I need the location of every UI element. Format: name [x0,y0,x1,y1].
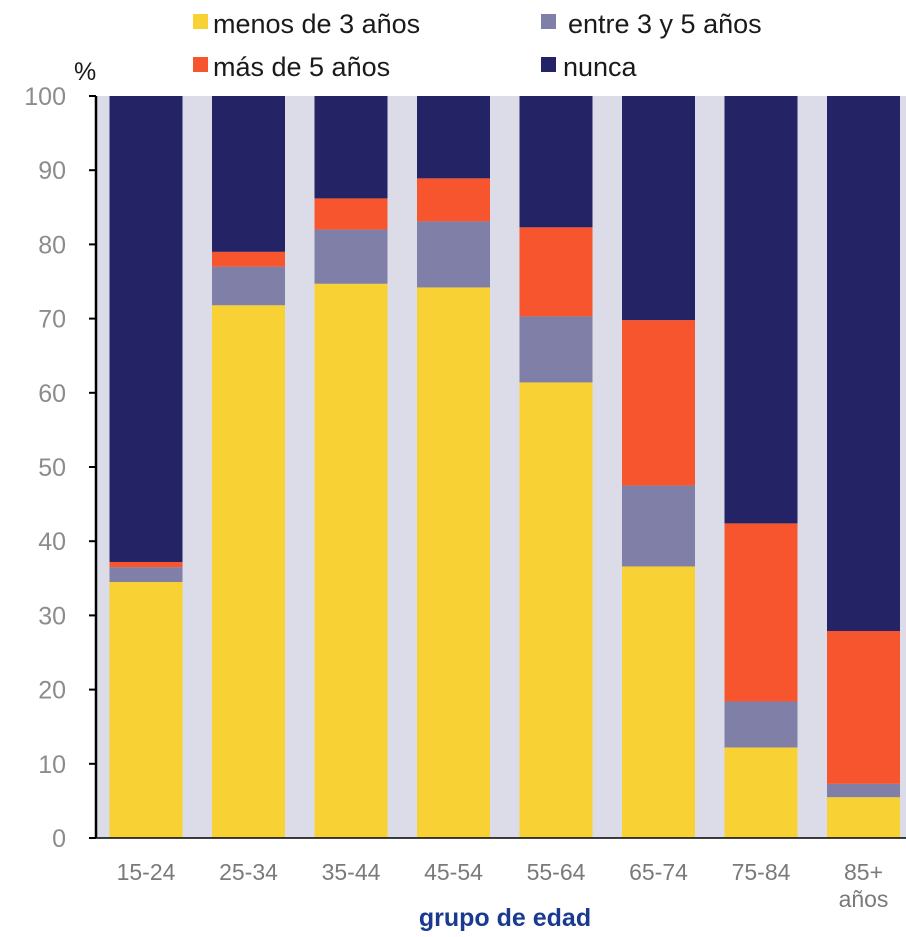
bar-segment-8-series-3 [827,630,900,784]
y-tick-label: 100 [24,83,66,111]
bar-segment-8-series-1 [827,797,900,838]
bar-segment-1-series-1 [109,582,183,838]
x-tick-label: 65-74 [629,859,688,885]
y-tick-label: 60 [38,380,66,408]
legend-swatch [541,14,556,29]
x-tick-label: 25-34 [219,859,278,885]
x-tick-labels: 15-24 25-34 35-44 45-54 55-64 65-74 75-84 85+ añ… [117,859,889,912]
x-axis-title: grupo de edad [419,904,591,932]
y-tick-labels: 0 10 20 30 40 50 60 70 80 90 100 [24,83,66,853]
bar-segment-3-series-4 [314,96,388,199]
legend: menos de 3 años entre 3 y 5 años más de 5 … [193,9,762,82]
y-axis-unit-label: % [74,58,96,86]
bar-segment-6-series-4 [622,96,695,321]
bar-segment-4-series-1 [417,287,490,838]
x-tick-label: 35-44 [322,859,381,885]
x-tick-label: 75-84 [732,859,791,885]
bar-segment-8-series-4 [827,96,900,631]
y-tick-label: 20 [38,677,66,705]
bar-segment-1-series-2 [109,567,183,583]
bar-segment-7-series-1 [724,747,798,838]
bar-segment-2-series-2 [212,266,285,306]
bar-segment-6-series-3 [622,320,695,486]
bar-segment-2-series-4 [212,96,285,252]
bar-segment-6-series-1 [622,566,695,838]
bars [109,96,900,839]
x-tick-label: 15-24 [117,859,176,885]
y-tick-label: 30 [38,602,66,630]
bar-segment-5-series-3 [519,227,593,317]
y-tick-label: 0 [52,825,66,853]
y-tick-label: 80 [38,231,66,259]
bar-segment-3-series-2 [314,229,388,284]
bar-segment-5-series-2 [519,316,593,383]
bar-segment-1-series-3 [109,561,183,568]
legend-label: entre 3 y 5 años [568,9,762,39]
legend-swatch [193,14,208,29]
x-tick-label: 45-54 [424,859,483,885]
bar-segment-3-series-1 [314,283,388,839]
bar-segment-2-series-1 [212,305,285,838]
axes [89,95,906,839]
bar-segment-7-series-2 [724,701,798,748]
bar-segment-2-series-3 [212,251,285,267]
x-tick-label: 55-64 [527,859,586,885]
bar-segment-3-series-3 [314,198,388,230]
y-tick-label: 10 [38,751,66,779]
bar-segment-7-series-3 [724,523,798,702]
legend-label: menos de 3 años [213,9,420,39]
bar-segment-5-series-4 [519,96,593,228]
legend-swatch [541,57,556,72]
bar-segment-1-series-4 [109,96,183,562]
legend-label: nunca [563,52,638,82]
legend-label: más de 5 años [213,52,390,82]
bar-segment-7-series-4 [724,96,798,524]
bar-segment-5-series-1 [519,382,593,838]
legend-swatch [193,57,208,72]
bar-segment-6-series-2 [622,485,695,567]
y-tick-label: 50 [38,454,66,482]
bar-segment-4-series-3 [417,178,490,222]
bar-segment-4-series-2 [417,221,490,288]
bar-segment-8-series-2 [827,783,900,798]
y-tick-label: 40 [38,528,66,556]
x-tick-label: 85+ años [839,859,889,912]
bar-segment-4-series-4 [417,96,490,179]
y-tick-label: 90 [38,157,66,185]
y-tick-label: 70 [38,306,66,334]
